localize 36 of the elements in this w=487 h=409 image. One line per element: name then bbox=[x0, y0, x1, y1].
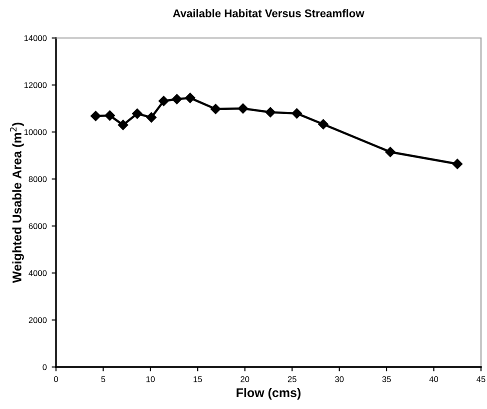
x-tick-label: 5 bbox=[101, 376, 106, 382]
point bbox=[184, 92, 196, 104]
y-tick-label: 12000 bbox=[24, 82, 47, 88]
point bbox=[318, 119, 328, 130]
point bbox=[132, 108, 142, 119]
x-axis-title: Flow (cms) bbox=[236, 388, 301, 400]
point bbox=[172, 94, 182, 104]
point bbox=[238, 103, 248, 114]
point bbox=[292, 108, 302, 119]
point bbox=[210, 104, 221, 114]
point bbox=[90, 110, 101, 122]
x-tick-label: 10 bbox=[146, 376, 155, 382]
y-tick-label: 4000 bbox=[28, 270, 47, 276]
y-tick-label: 0 bbox=[42, 364, 47, 370]
y-tick-label: 8000 bbox=[28, 176, 47, 182]
x-tick-label: 45 bbox=[476, 376, 486, 382]
x-tick-label: 15 bbox=[194, 376, 202, 382]
x-tick-label: 25 bbox=[288, 376, 296, 382]
x-tick-label: 0 bbox=[54, 376, 58, 382]
point bbox=[104, 110, 115, 121]
point bbox=[118, 120, 128, 130]
point bbox=[385, 146, 396, 158]
y-tick-label: 14000 bbox=[24, 35, 47, 42]
x-tick-label: 35 bbox=[382, 376, 391, 382]
point bbox=[146, 112, 157, 123]
x-tick-label: 40 bbox=[429, 376, 438, 382]
y-axis-title: Weighted Usable Area (m$^{2}$) bbox=[10, 122, 24, 283]
y-tick-label: 10000 bbox=[24, 129, 47, 136]
point bbox=[158, 96, 169, 106]
x-tick-label: 30 bbox=[335, 376, 344, 382]
point bbox=[265, 107, 276, 118]
x-tick-label: 20 bbox=[240, 376, 250, 382]
chart-title: Available Habitat Versus Streamflow bbox=[172, 9, 364, 18]
y-tick-label: 6000 bbox=[28, 223, 47, 230]
point bbox=[452, 158, 463, 170]
y-tick-label: 2000 bbox=[28, 317, 47, 324]
